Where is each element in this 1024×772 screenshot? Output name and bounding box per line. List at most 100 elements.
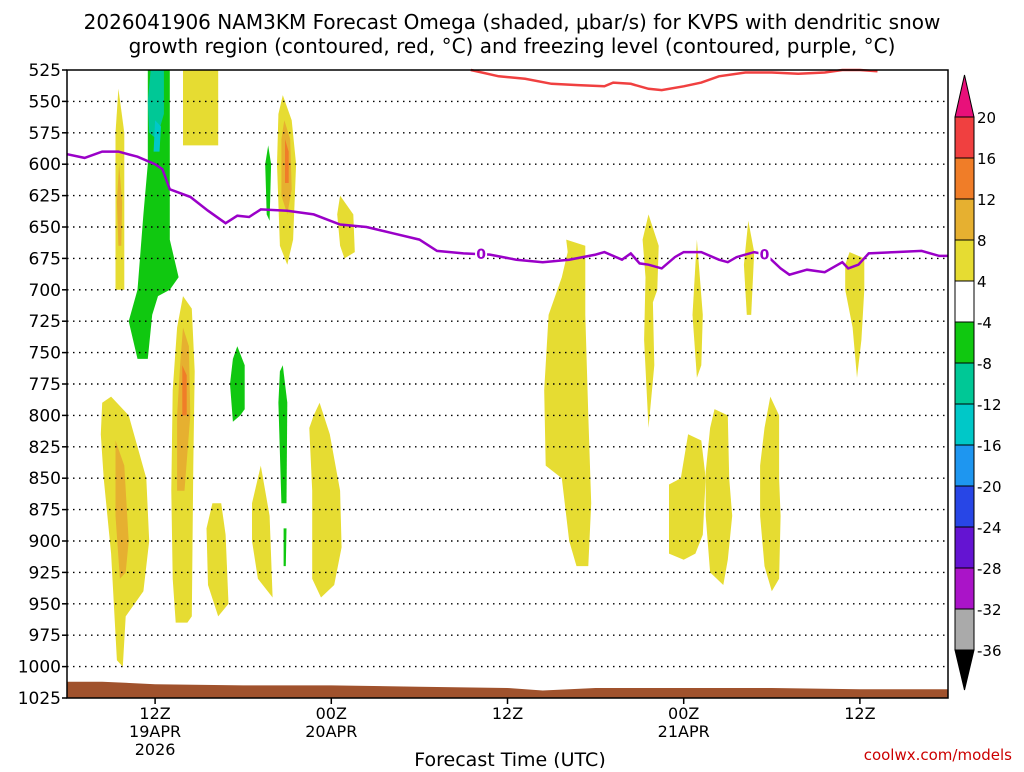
ytick-label-575: 575 [29,124,61,144]
omega-region-1 [116,164,123,246]
ytick-label-625: 625 [29,187,61,207]
colorbar-label-11: -28 [977,560,1002,578]
ytick-label-775: 775 [29,375,61,395]
colorbar-cell-2 [954,198,975,241]
colorbar-label-4: 4 [977,273,987,291]
colorbar-label-13: -36 [977,642,1002,660]
omega-region-8 [285,139,289,183]
colorbar-cell-10 [954,526,975,569]
colorbar-cell-9 [954,485,975,528]
colorbar-cell-5 [954,321,975,364]
xtick-label-2-0: 12Z [492,704,523,723]
x-axis-label: Forecast Time (UTC) [414,749,605,768]
colorbar-cell-7 [954,403,975,446]
omega-region-26 [743,220,755,315]
omega-shading [100,70,865,667]
colorbar-label-2: 12 [977,191,996,209]
colorbar-label-12: -32 [977,601,1002,619]
omega-region-24 [705,409,733,585]
colorbar-label-1: 16 [977,150,996,168]
freezing-label-0: 0 [476,247,486,263]
colorbar-label-9: -20 [977,478,1002,496]
ytick-label-1000: 1000 [18,658,61,678]
xtick-label-1-0: 00Z [316,704,347,723]
y-axis-ticks: 525 550 575 600 625 650 675 700 725 750 775 800 825 8… [18,61,67,709]
ytick-label-825: 825 [29,438,61,458]
omega-region-3 [128,70,179,359]
omega-region-20 [283,528,287,567]
colorbar-label-10: -24 [977,519,1002,537]
freezing-label-1: 0 [760,247,770,263]
xtick-label-3-1: 21APR [658,722,710,741]
omega-region-10 [337,195,355,259]
omega-region-4 [147,70,164,140]
ytick-label-1025: 1025 [18,689,61,709]
ytick-label-950: 950 [29,595,61,615]
colorbar-cap-top [954,74,975,118]
colorbar: 20 16 12 8 4 -4 -8 -12 -16 -20 -24 -28 -32 -36 [954,74,1002,691]
ytick-label-700: 700 [29,281,61,301]
colorbar-label-5: -4 [977,314,992,332]
dendritic-zone-contour [470,68,878,92]
omega-region-18 [252,465,273,598]
omega-region-17 [206,503,229,617]
xtick-label-3-0: 00Z [668,704,699,723]
colorbar-label-6: -8 [977,355,992,373]
omega-region-28 [669,434,706,560]
colorbar-cell-0 [954,116,975,159]
omega-region-16 [230,346,245,422]
colorbar-cell-1 [954,157,975,200]
ytick-label-875: 875 [29,501,61,521]
omega-region-19 [278,365,288,504]
colorbar-cell-4 [954,280,975,323]
ytick-label-800: 800 [29,406,61,426]
omega-region-27 [760,396,781,592]
chart-title-line2: growth region (contoured, red, °C) and f… [129,34,896,58]
colorbar-label-8: -16 [977,437,1002,455]
xtick-label-0-2: 2026 [135,740,176,759]
ytick-label-650: 650 [29,218,61,238]
colorbar-cell-12 [954,608,975,651]
colorbar-cell-8 [954,444,975,487]
xtick-label-0-0: 12Z [139,704,170,723]
freezing-label-bg-1 [758,245,771,264]
ytick-label-925: 925 [29,563,61,583]
omega-region-29 [845,252,865,378]
omega-region-5 [153,120,161,152]
colorbar-cell-11 [954,567,975,610]
ytick-label-675: 675 [29,249,61,269]
omega-region-22 [544,239,592,567]
ytick-label-725: 725 [29,312,61,332]
xtick-label-0-1: 19APR [129,722,181,741]
omega-region-21 [309,402,342,598]
ytick-label-750: 750 [29,344,61,364]
freezing-level-contour [66,150,948,277]
omega-region-25 [692,239,703,378]
colorbar-label-3: 8 [977,232,987,250]
xtick-label-4-0: 12Z [844,704,875,723]
omega-region-23 [642,214,659,428]
omega-region-2 [183,70,219,146]
colorbar-cell-6 [954,362,975,405]
ytick-label-600: 600 [29,155,61,175]
freezing-label-bg-0 [475,245,488,264]
terrain-fill [67,681,948,698]
ytick-label-550: 550 [29,92,61,112]
ytick-label-850: 850 [29,469,61,489]
credit-text: coolwx.com/models [864,746,1012,764]
colorbar-label-0: 20 [977,109,996,127]
colorbar-label-7: -12 [977,396,1002,414]
terrain [67,681,948,698]
omega-region-9 [265,145,272,221]
ytick-label-975: 975 [29,626,61,646]
chart-title-line1: 2026041906 NAM3KM Forecast Omega (shaded… [84,10,941,34]
colorbar-cap-bottom [954,649,975,691]
xtick-label-1-1: 20APR [305,722,357,741]
ytick-label-900: 900 [29,532,61,552]
ytick-label-525: 525 [29,61,61,81]
colorbar-cell-3 [954,239,975,282]
